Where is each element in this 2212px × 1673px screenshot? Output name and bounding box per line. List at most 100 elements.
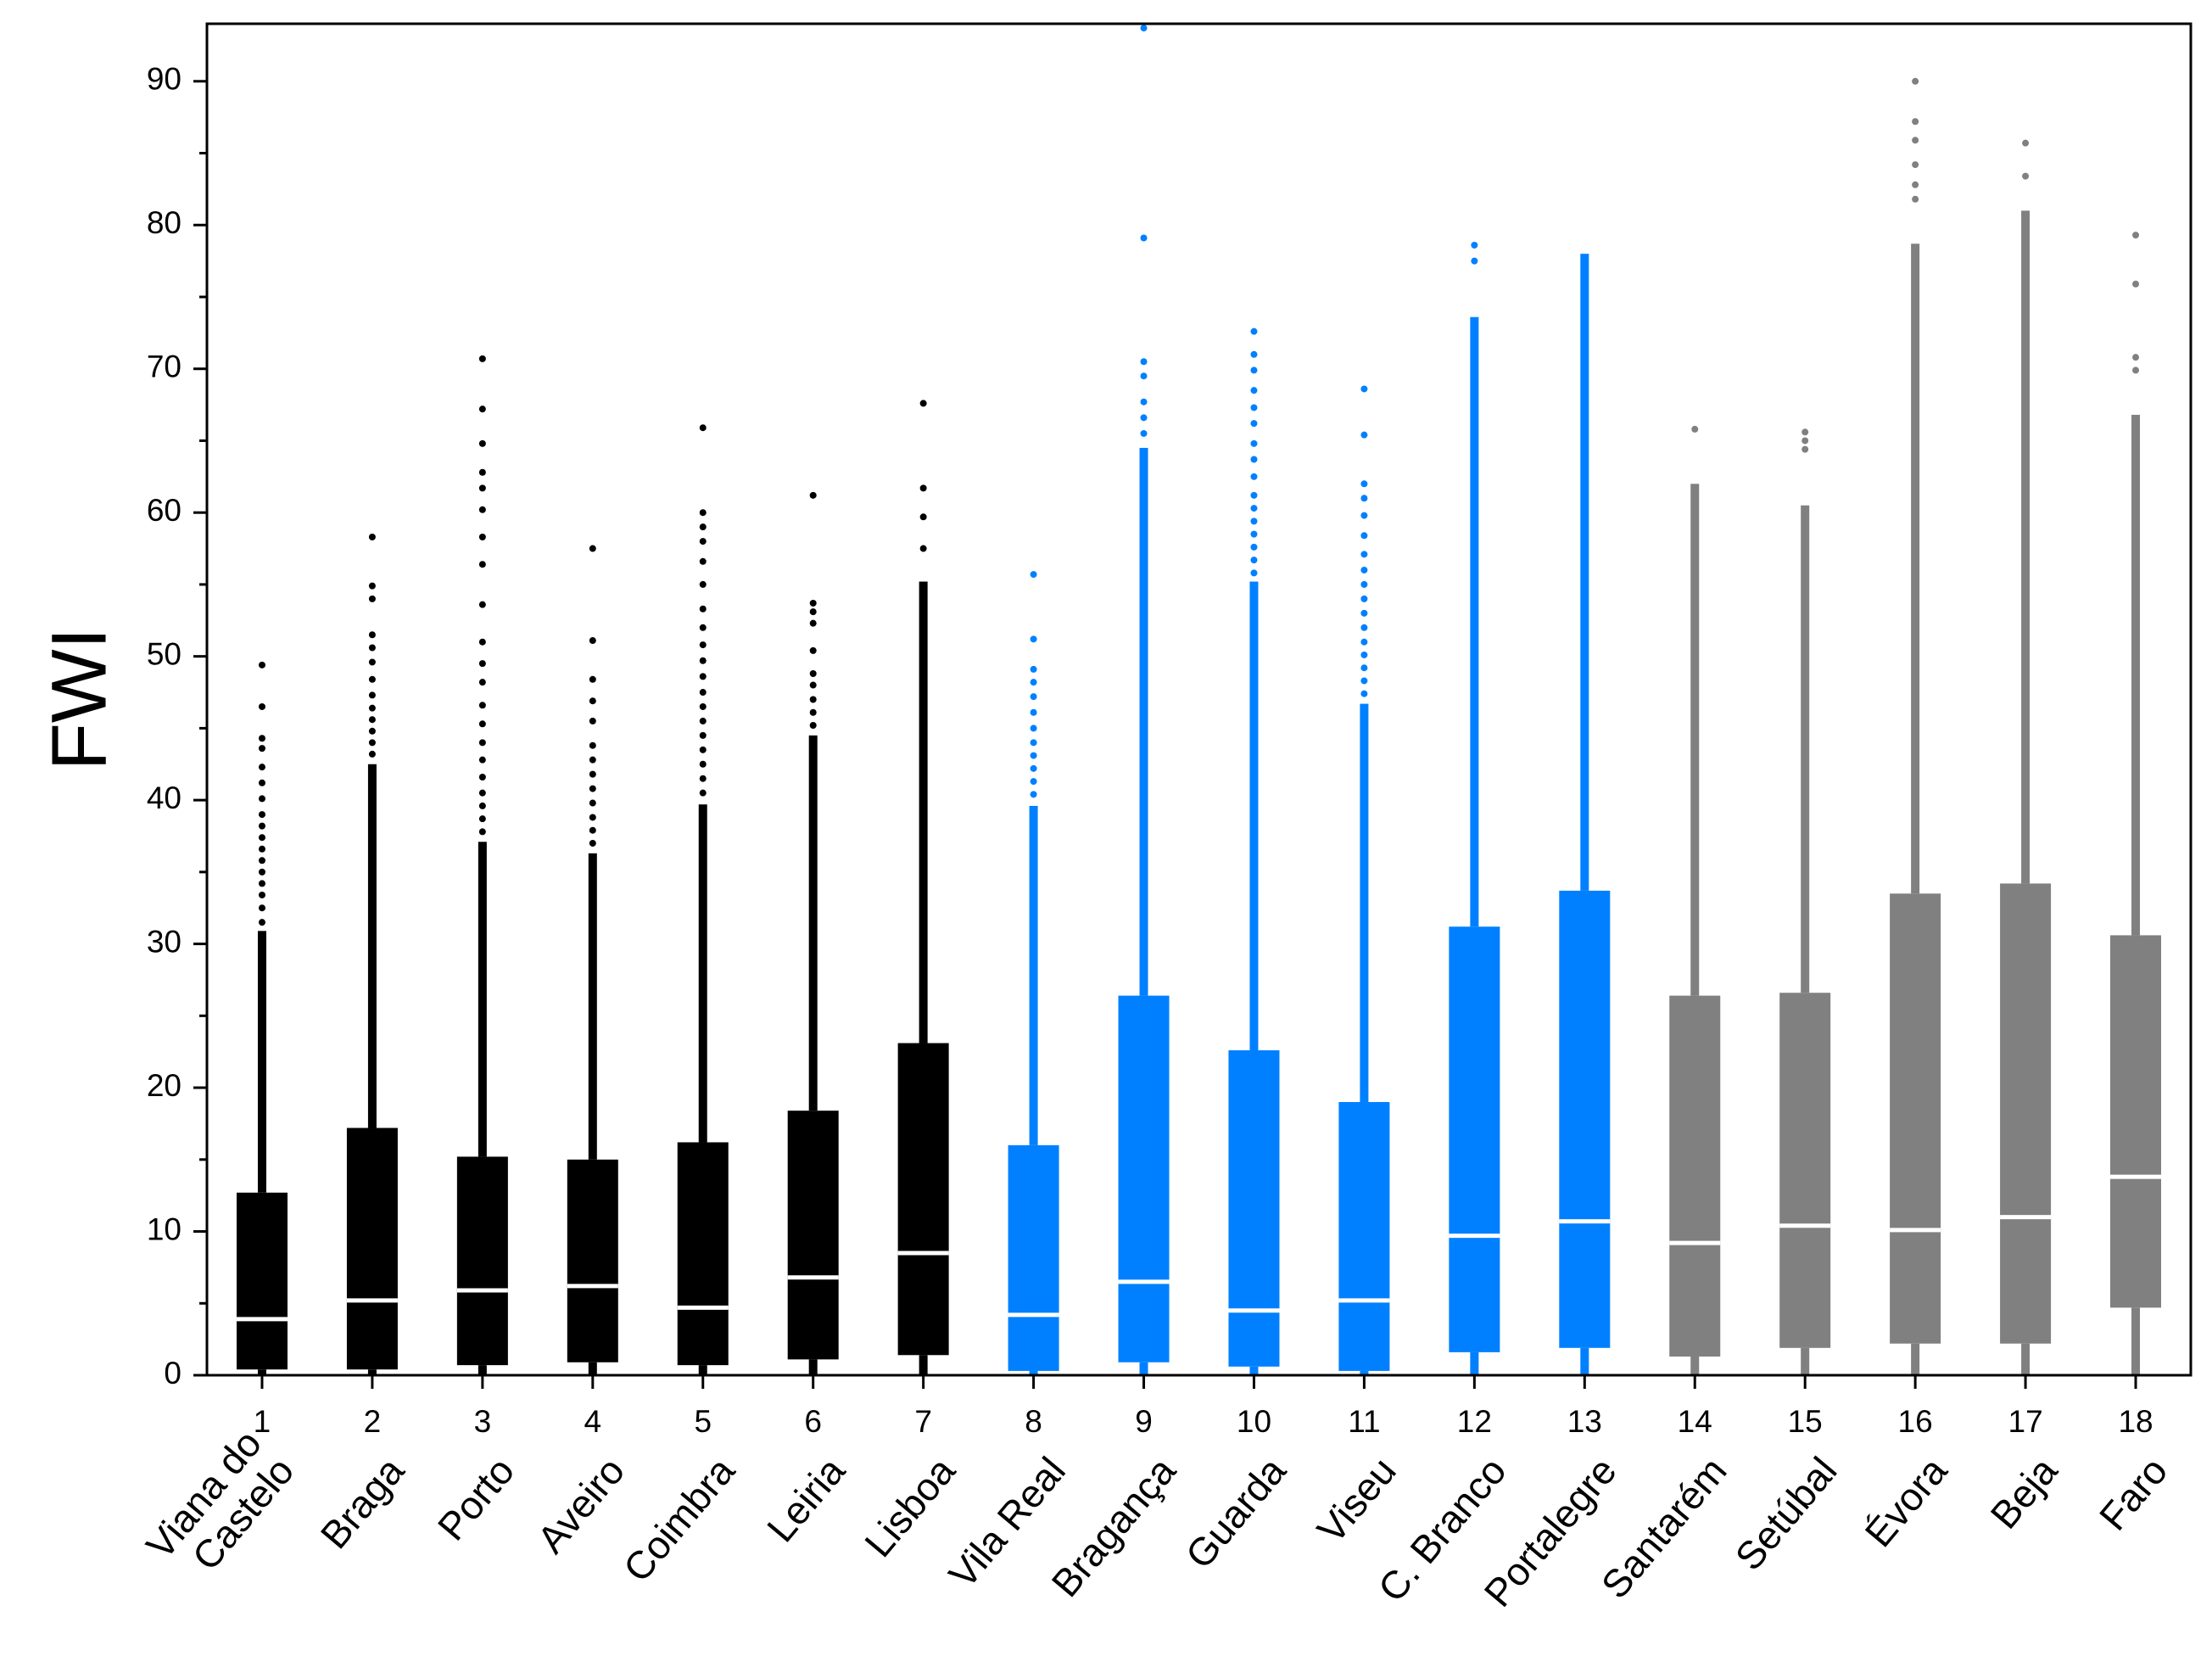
outlier [478,756,486,764]
outlier [368,750,376,758]
whisker-low [1911,1343,1920,1375]
box [236,1192,288,1370]
box [346,1127,398,1370]
outlier [1360,690,1368,697]
x-tick-label: 6 [804,1404,822,1439]
x-tick-label: 7 [914,1404,932,1439]
whisker-low [1249,1366,1259,1375]
outlier [1250,387,1258,394]
whisker-low [367,1369,377,1375]
x-tick-label: 18 [2118,1404,2153,1439]
box [1118,995,1170,1362]
outlier [368,716,376,724]
outlier [1140,429,1148,437]
x-tick-label: 17 [2008,1404,2043,1439]
plot-frame [205,22,2192,1377]
outlier [699,746,707,753]
x-tick-label: 14 [1678,1404,1712,1439]
outlier [1250,491,1258,499]
whisker-low [1470,1351,1479,1375]
y-tick-label: 20 [147,1068,182,1103]
whisker-high [1029,805,1038,1145]
outlier [368,595,376,602]
outlier [1912,77,1919,85]
outlier [1360,480,1368,488]
outlier [589,545,596,552]
outlier [1360,664,1368,672]
y-tick-label: 60 [147,493,182,528]
outlier [1140,372,1148,380]
box [1338,1102,1390,1371]
outlier [1250,473,1258,480]
outlier [699,673,707,680]
outlier [1801,428,1809,436]
whisker-high [2021,210,2030,884]
outlier [589,826,596,834]
outlier [368,704,376,712]
outlier [589,697,596,705]
category-name: Beja [1981,1448,2065,1536]
outlier [1360,431,1368,439]
x-tick-label: 5 [694,1404,712,1439]
whisker-low [2131,1307,2141,1375]
outlier [258,904,265,912]
outlier [699,731,707,739]
outlier [258,919,265,926]
outlier [258,834,265,842]
outlier [258,880,265,887]
whisker-low [1029,1370,1038,1375]
category-name: Aveiro [528,1449,633,1562]
y-tick-label: 0 [164,1356,182,1390]
outlier [1030,665,1037,673]
category-name: Porto [429,1449,523,1549]
outlier [368,675,376,683]
outlier [1030,708,1037,716]
whisker-low [478,1365,487,1375]
outlier [1030,778,1037,786]
outlier [589,717,596,725]
outlier [589,770,596,778]
outlier [589,741,596,749]
outlier [1912,161,1919,169]
outlier [1360,651,1368,658]
whisker-low [698,1365,707,1375]
outlier [478,679,486,686]
outlier [1912,137,1919,144]
outlier [699,760,707,768]
outlier [258,822,265,830]
outlier [1250,530,1258,538]
outlier [2132,232,2140,239]
outlier [699,702,707,710]
outlier [1360,677,1368,685]
outlier [368,631,376,639]
box [456,1156,508,1366]
outlier [368,691,376,699]
outlier [1801,437,1809,445]
whisker-low [1580,1347,1589,1375]
outlier [809,722,817,730]
outlier [699,538,707,546]
outlier [1360,551,1368,558]
outlier [1360,532,1368,540]
outlier [368,727,376,735]
outlier [699,523,707,531]
x-tick-label: 9 [1135,1404,1153,1439]
outlier [368,644,376,652]
box [1449,926,1500,1352]
category-name: Guarda [1176,1448,1294,1576]
outlier [258,735,265,742]
outlier [478,802,486,809]
outlier [1912,181,1919,188]
outlier [1030,571,1037,579]
outlier [2132,366,2140,374]
whisker-high [808,735,818,1111]
outlier [1250,569,1258,577]
outlier [1250,543,1258,551]
y-tick-label: 70 [147,350,182,384]
x-tick-label: 4 [584,1404,602,1439]
outlier [1360,638,1368,646]
box [2000,883,2052,1344]
outlier [258,811,265,819]
outlier [809,696,817,703]
outlier [589,756,596,764]
